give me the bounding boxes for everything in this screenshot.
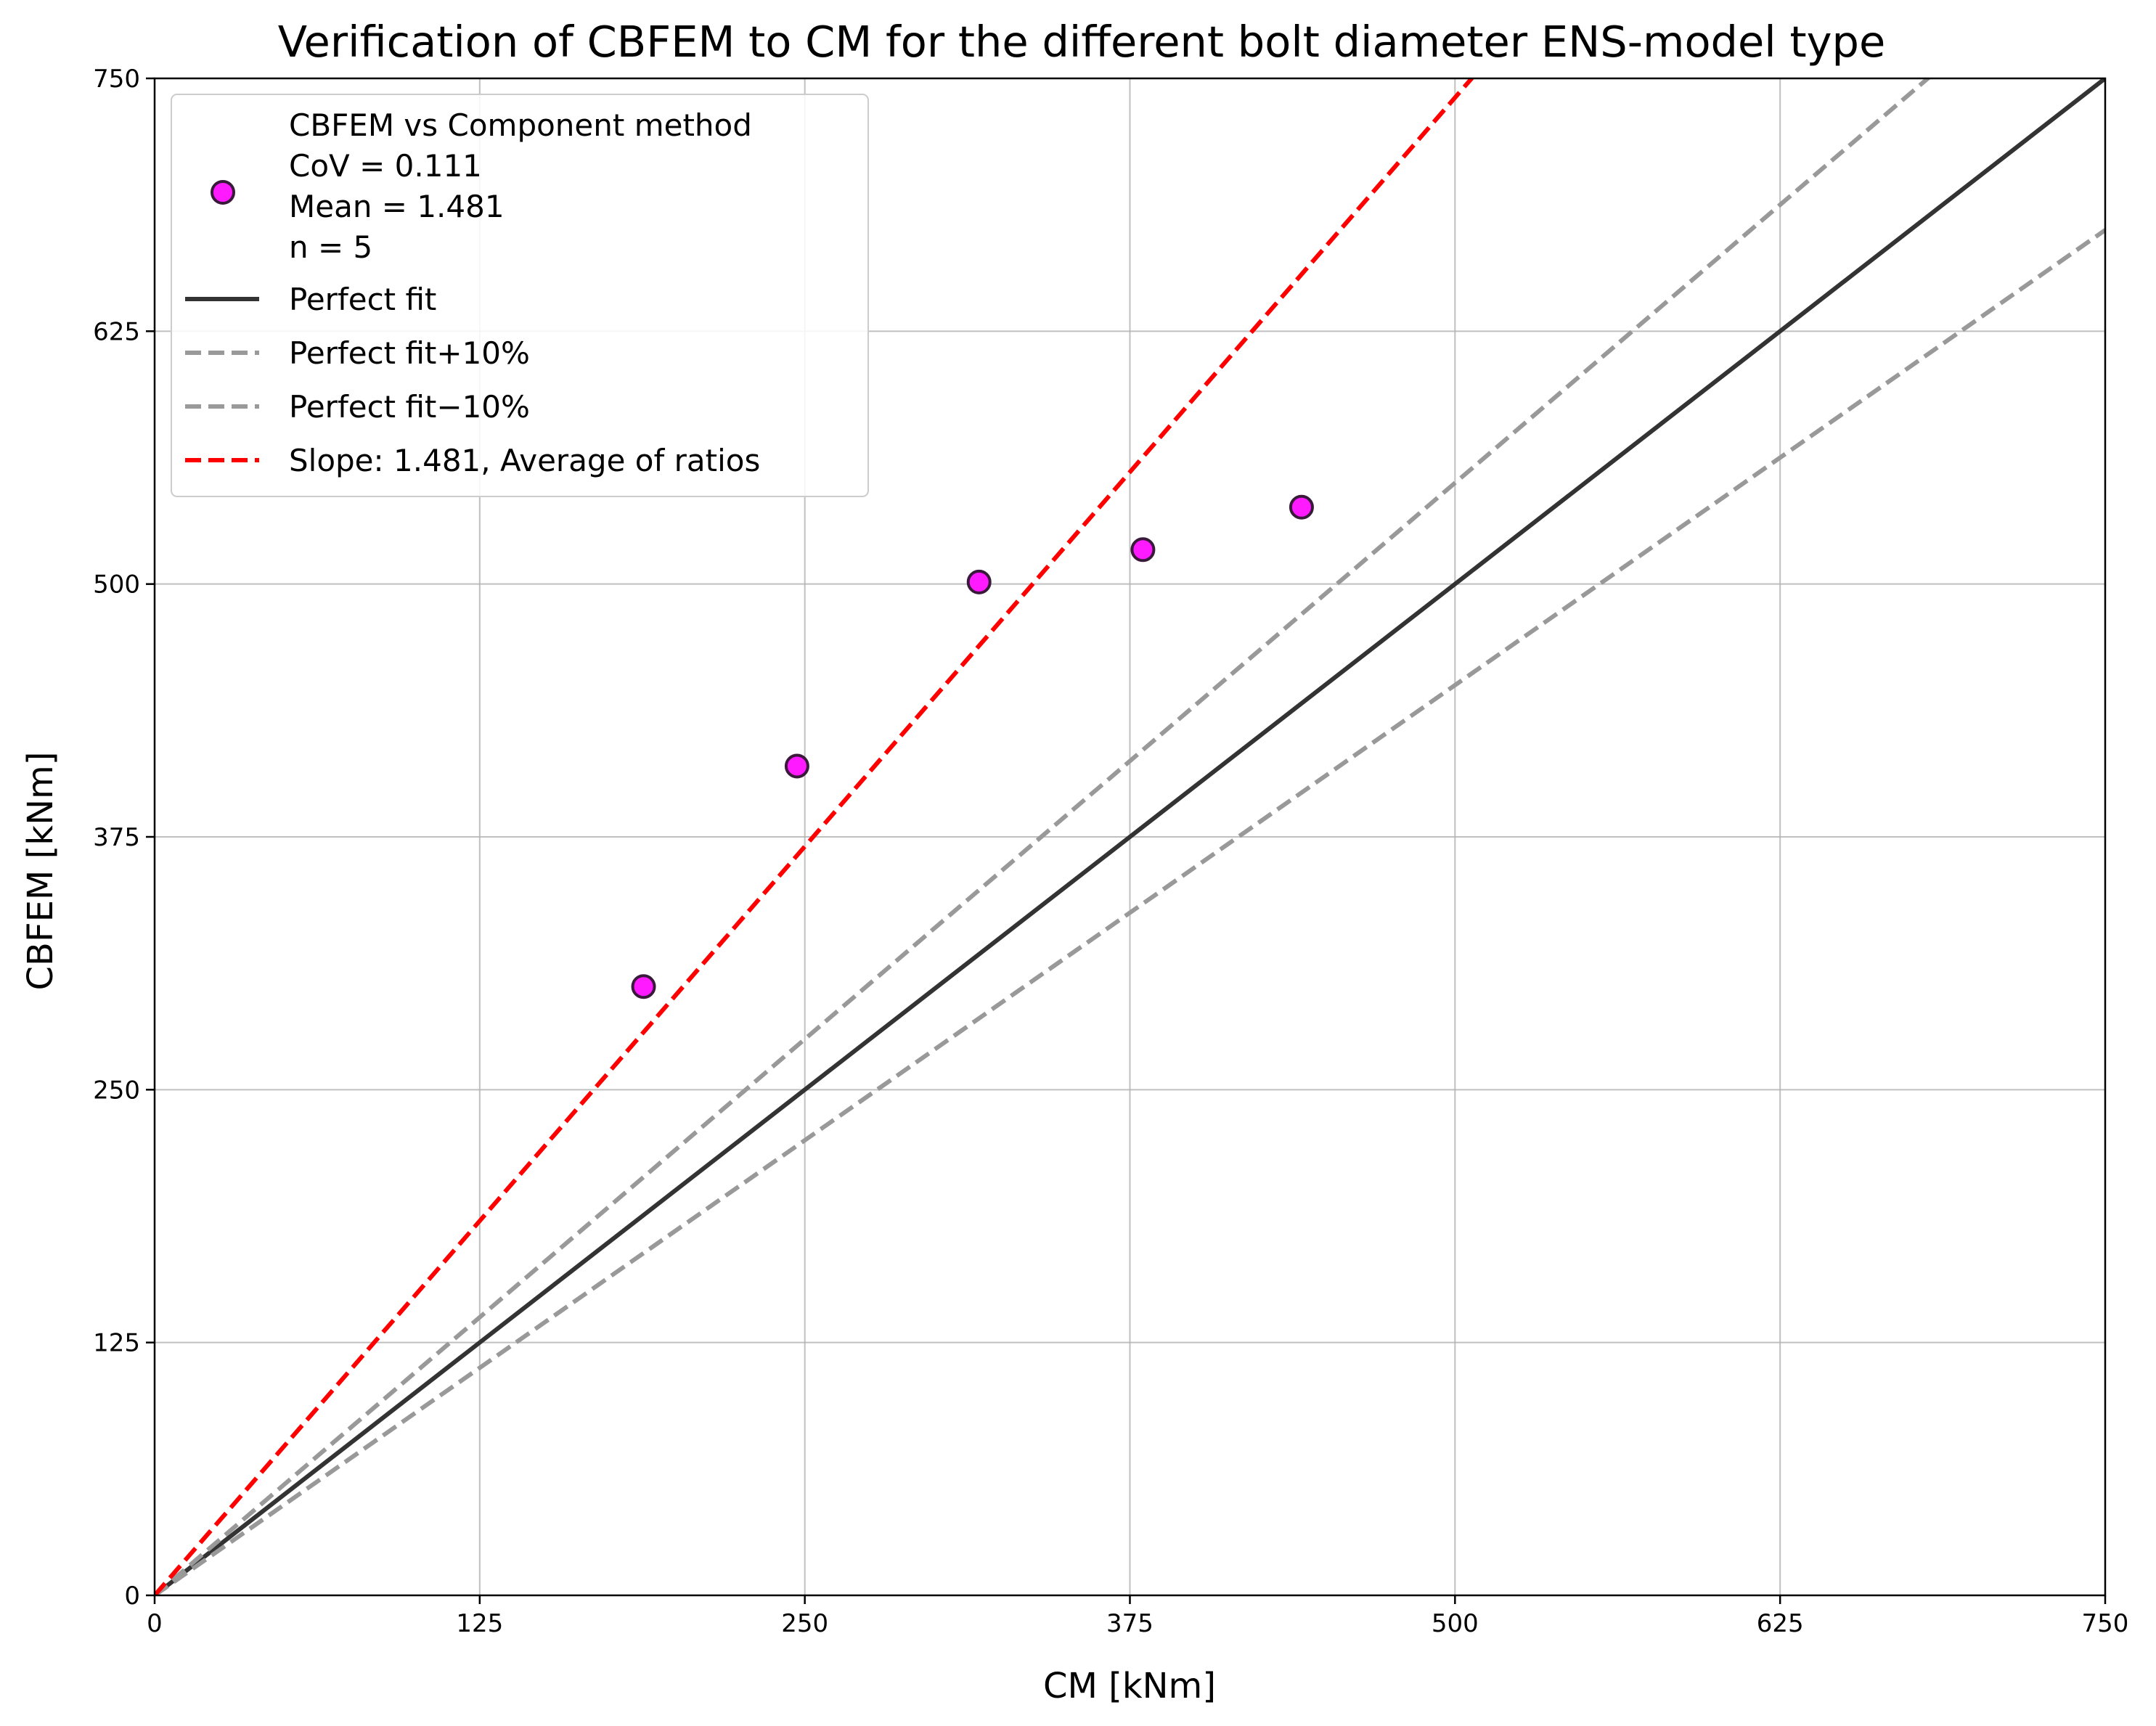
scatter-point xyxy=(631,974,656,999)
legend-stat-n: n = 5 xyxy=(289,229,372,265)
axis-ticks: 0 125 250 375 500 625 750 0 125 250 375 500 625 750 xyxy=(93,65,2128,1638)
x-tick-label: 375 xyxy=(1106,1609,1153,1638)
legend-stat-mean: Mean = 1.481 xyxy=(289,189,505,224)
scatter-point xyxy=(1289,494,1314,520)
chart-title: Verification of CBFEM to CM for the diff… xyxy=(278,17,1886,67)
legend-label-slope: Slope: 1.481, Average of ratios xyxy=(289,443,760,478)
y-axis-label: CBFEM [kNm] xyxy=(20,752,61,991)
series-line-2 xyxy=(155,78,1932,1595)
legend-marker-scatter xyxy=(211,180,235,205)
legend-label-plus10: Perfect fit+10% xyxy=(289,335,530,371)
x-tick-label: 250 xyxy=(781,1609,828,1638)
y-tick-label: 500 xyxy=(93,570,140,600)
legend: CBFEM vs Component method CoV = 0.111 Me… xyxy=(171,94,869,497)
series-line-3 xyxy=(155,228,2105,1595)
x-axis-label: CM [kNm] xyxy=(1043,1666,1216,1706)
legend-label-minus10: Perfect fit−10% xyxy=(289,389,530,425)
x-tick-label: 625 xyxy=(1757,1609,1804,1638)
series-line-4 xyxy=(155,78,1475,1595)
y-tick-label: 750 xyxy=(93,65,140,94)
y-tick-label: 625 xyxy=(93,317,140,346)
scatter-point xyxy=(1130,537,1156,563)
series-line-1 xyxy=(155,78,2105,1595)
legend-label-scatter: CBFEM vs Component method xyxy=(289,107,752,143)
y-tick-label: 125 xyxy=(93,1329,140,1358)
y-tick-label: 250 xyxy=(93,1076,140,1105)
x-tick-label: 750 xyxy=(2082,1609,2129,1638)
legend-label-perfect-fit: Perfect fit xyxy=(289,282,436,317)
plot-area xyxy=(155,78,2105,1595)
scatter-point xyxy=(966,569,992,594)
x-tick-label: 0 xyxy=(147,1609,163,1638)
legend-box xyxy=(171,94,869,497)
x-tick-label: 125 xyxy=(456,1609,503,1638)
y-tick-label: 0 xyxy=(124,1582,140,1611)
legend-stat-cov: CoV = 0.111 xyxy=(289,148,482,184)
y-tick-label: 375 xyxy=(93,823,140,852)
scatter-point xyxy=(784,753,809,779)
x-tick-label: 500 xyxy=(1432,1609,1479,1638)
